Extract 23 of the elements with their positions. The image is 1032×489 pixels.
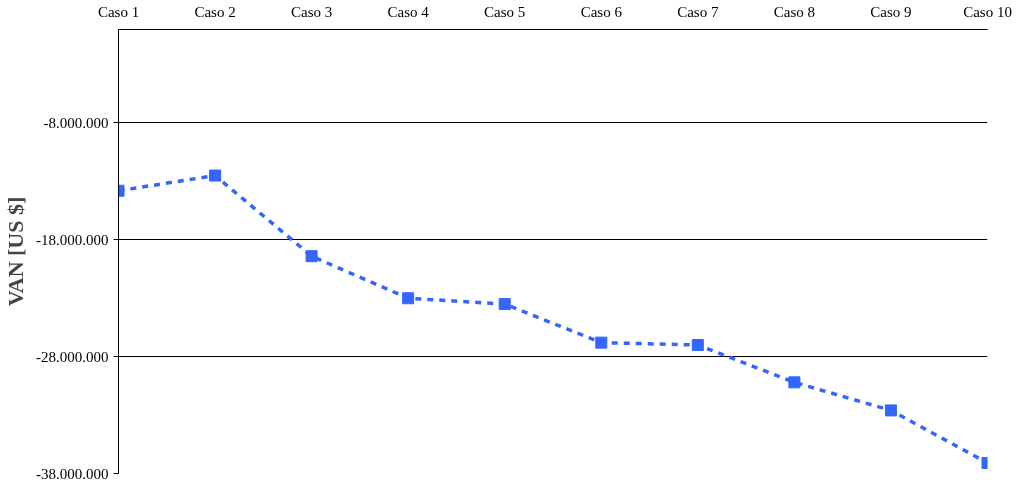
- x-tick-label: Caso 2: [194, 3, 236, 20]
- point: [305, 250, 318, 263]
- x-tick-label: Caso 9: [870, 3, 912, 20]
- y-tick-label: -28.000.000: [36, 348, 109, 365]
- point: [691, 338, 704, 351]
- y-tick-label: -18.000.000: [36, 231, 109, 248]
- x-tick-label: Caso 10: [963, 3, 1012, 20]
- point: [402, 292, 415, 305]
- x-tick-label: Caso 4: [387, 3, 430, 20]
- x-tick-label: Caso 1: [97, 3, 140, 20]
- point: [595, 336, 608, 349]
- y-tick-label: -38.000.000: [36, 465, 109, 482]
- x-tick-label: Caso 3: [290, 3, 333, 20]
- y-tick-label: -8.000.000: [43, 114, 109, 131]
- point: [498, 298, 511, 311]
- x-tick-label: Caso 7: [677, 3, 719, 20]
- x-tick-label: Caso 5: [484, 3, 526, 20]
- y-axis-title: VAN [US $]: [3, 196, 28, 307]
- x-tick-label: Caso 6: [580, 3, 623, 20]
- point: [884, 404, 897, 417]
- point: [788, 376, 801, 389]
- point: [209, 169, 222, 182]
- x-tick-label: Caso 8: [773, 3, 816, 20]
